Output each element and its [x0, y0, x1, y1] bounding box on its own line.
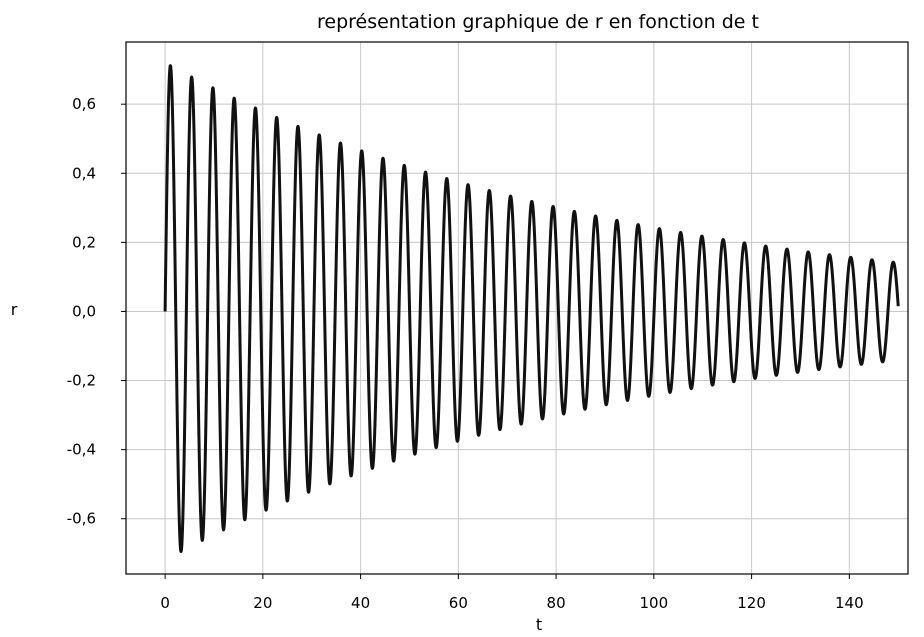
- y-tick-label: 0,4: [72, 164, 96, 182]
- x-tick-label: 140: [835, 594, 864, 612]
- y-tick-label: 0,2: [72, 233, 96, 251]
- y-axis-label: r: [11, 300, 18, 319]
- chart-title: représentation graphique de r en fonctio…: [317, 11, 759, 33]
- x-tick-label: 100: [640, 594, 669, 612]
- y-tick-label: 0,0: [72, 302, 96, 320]
- y-tick-label: -0,6: [67, 510, 96, 528]
- plot-frame: [125, 41, 909, 575]
- x-tick-label: 0: [160, 594, 170, 612]
- x-tick-label: 60: [449, 594, 468, 612]
- x-tick-label: 80: [547, 594, 566, 612]
- x-tick-label: 40: [351, 594, 370, 612]
- x-tick-label: 20: [253, 594, 272, 612]
- axis-ticks: 0 20 40 60 80 100 120 140 -0,6 -0,4 -0,2 0,0 0,2 0,4 0…: [67, 95, 864, 612]
- y-tick-label: -0,4: [67, 441, 96, 459]
- x-axis-label: t: [536, 615, 542, 634]
- series-line-r: [163, 64, 900, 554]
- plot-area: [163, 64, 900, 554]
- y-tick-label: -0,2: [67, 372, 96, 390]
- y-tick-label: 0,6: [72, 95, 96, 113]
- x-tick-label: 120: [737, 594, 766, 612]
